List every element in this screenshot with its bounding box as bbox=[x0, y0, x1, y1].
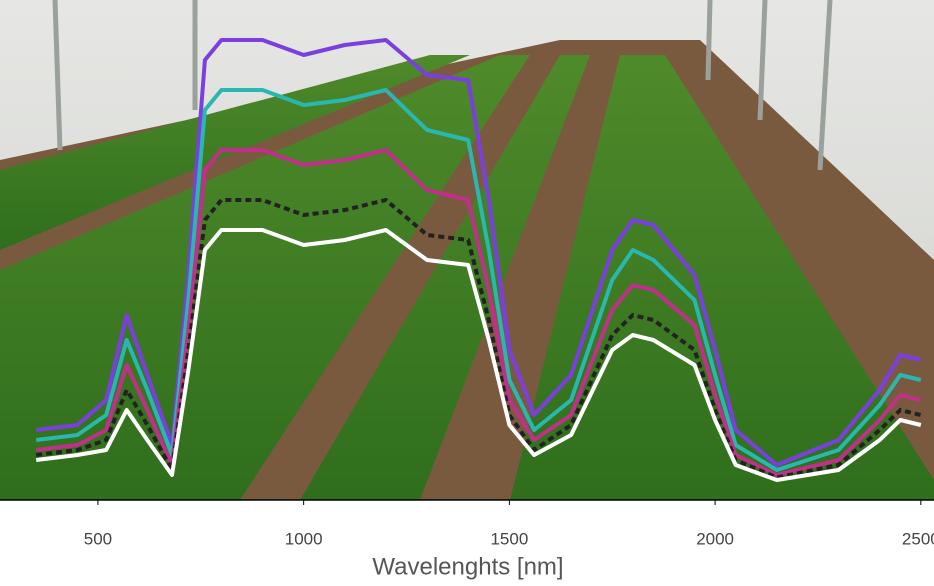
x-tick-label: 1500 bbox=[490, 529, 528, 548]
photo-background bbox=[0, 0, 934, 500]
x-tick-label: 2000 bbox=[696, 529, 734, 548]
x-tick-label: 1000 bbox=[285, 529, 323, 548]
x-tick-label: 500 bbox=[84, 529, 112, 548]
x-tick-label: 2500 bbox=[902, 529, 934, 548]
chart: Wavelenghts [nm] 500 1000 1500 2000 2500 bbox=[0, 0, 934, 586]
x-axis-label: Wavelenghts [nm] bbox=[372, 553, 563, 580]
page: {"chart_data": { "type": "line", "x_labe… bbox=[0, 0, 934, 586]
